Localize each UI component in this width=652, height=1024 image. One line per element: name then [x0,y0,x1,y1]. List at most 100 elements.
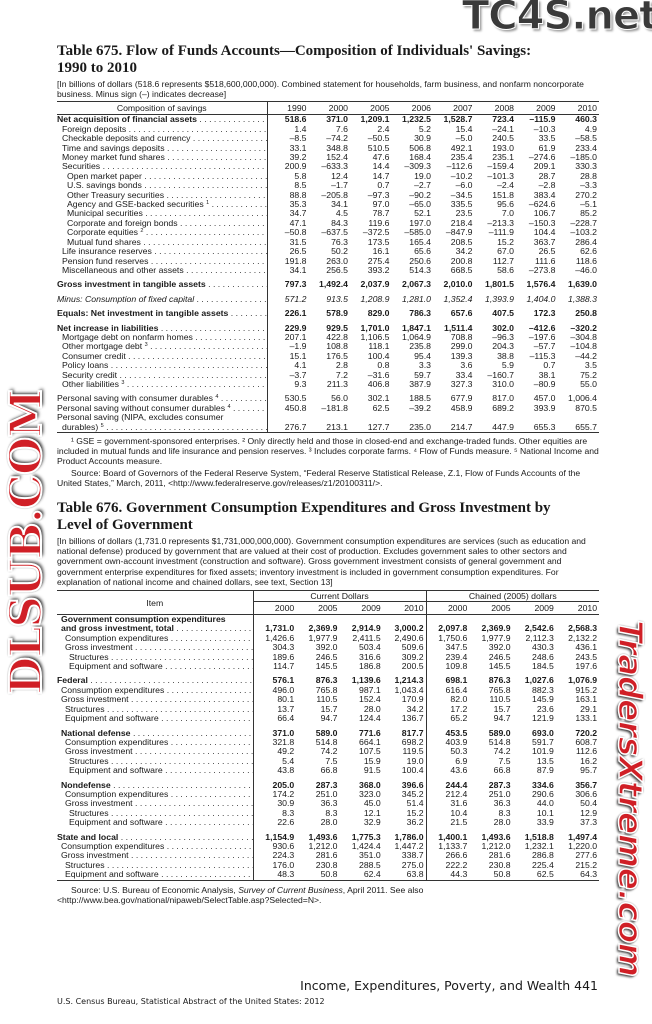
data-cell: 39.2 [289,152,307,163]
row-label-text: Corporate and foreign bonds [67,218,178,228]
data-cell: 15.9 [363,755,381,766]
row-label-text: Gross investment [61,851,129,861]
data-cell: 5.8 [294,170,307,181]
data-cell: –1.7 [331,180,348,191]
data-cell: 1,775.3 [351,831,381,842]
data-cell: 2,010.0 [443,279,473,290]
data-cell: –57.7 [533,341,556,352]
data-cell: 15.2 [497,236,514,247]
row-label: Personal saving (NIPA, excludes consumer [57,413,268,423]
data-cell: 514.8 [488,736,511,747]
data-cell: 1,447.2 [382,841,427,852]
data-cell: –1.9 [289,341,307,352]
data-cell: –637.5 [321,227,348,238]
table-676-source: Source: U.S. Bureau of Economic Analysis… [57,885,602,905]
data-cell: 235.0 [409,421,431,432]
data-cell: 32.9 [363,817,381,828]
data-cell: 14.4 [372,161,390,172]
data-cell: 1,212.0 [308,840,338,851]
row-label-text: Equipment and software [69,662,163,672]
data-cell: –2.7 [414,180,431,191]
row-label: Consumption expenditures [57,841,254,852]
data-cell: 33.1 [289,142,307,153]
data-cell: 61.9 [538,142,556,153]
data-cell: –10.2 [450,170,473,181]
column-header-year: 1990 [287,103,307,114]
footnote-marker: 2 [140,228,144,235]
data-cell: 677.9 [450,393,473,404]
data-cell: 13.7 [277,703,295,714]
row-label-text: Consumer credit [62,351,126,361]
data-cell: 309.2 [382,652,427,663]
row-label: National defense [57,723,254,738]
data-cell: 2.4 [377,123,390,134]
data-cell: 453.5 [445,727,468,738]
data-cell: 65.2 [450,713,468,724]
data-cell: 168.4 [409,152,431,163]
data-cell: 110.5 [316,694,338,705]
table-row: Government consumption expenditures [57,614,599,625]
data-cell: –412.6 [528,322,556,333]
page-content: Table 675. Flow of Funds Accounts—Compos… [57,43,602,905]
data-cell: 450.8 [284,402,307,413]
data-cell: 66.8 [493,765,511,776]
data-cell: 7.6 [335,123,348,134]
data-cell: 224.3 [272,850,295,861]
data-cell: 21.5 [450,817,468,828]
data-cell: 78.7 [372,208,390,219]
data-cell: 403.9 [445,736,468,747]
data-cell: 1,497.4 [568,831,598,842]
data-cell: 327.3 [450,378,473,389]
data-cell: 136.7 [382,713,427,724]
data-cell: 22.6 [277,817,295,828]
row-label-text: Money market fund shares [62,153,165,163]
row-label: Consumer credit [57,351,268,362]
row-label: Minus: Consumption of fixed capital [57,289,268,305]
table-675-intro: [In billions of dollars (518.6 represent… [57,79,584,100]
table-row: Checkable deposits and currency –8.5 –74.2… [57,133,599,144]
table-row: Mutual fund shares 31.5 76.3 173.5 165.4 208.… [57,236,599,248]
data-cell: –58.5 [575,133,597,144]
column-header-year: 2009 [534,603,554,614]
data-cell: 407.5 [492,308,514,319]
data-cell: –8.5 [289,133,307,144]
data-cell: –624.6 [528,199,556,210]
data-cell: 876.3 [488,675,511,686]
row-label-text: Equipment and software [69,766,163,776]
table-row: Personal saving with consumer durables 4… [57,389,599,404]
row-label-text: Structures [69,808,109,818]
data-cell: 80.1 [277,694,295,705]
data-cell: 503.4 [359,642,381,653]
table-row: Municipal securities 34.7 4.5 78.7 52.1 23.5 7… [57,208,599,219]
data-cell: 286.8 [532,850,554,861]
data-cell: 88.8 [289,189,307,200]
row-label: Nondefense [57,775,254,790]
row-label: Gross investment in tangible assets [57,275,268,290]
row-label-text: Net acquisition of financial assets [57,114,198,125]
data-cell: 12.9 [580,807,598,818]
data-cell: 286.4 [575,236,597,247]
data-cell: –104.8 [570,341,597,352]
data-cell: –111.9 [488,227,514,238]
data-cell: 107.5 [359,746,381,757]
data-cell: 15.2 [382,808,427,819]
data-cell: –10.3 [533,123,556,134]
data-cell: 1,424.4 [351,840,381,851]
data-cell: 2,067.3 [402,279,431,290]
table-row: and gross investment, total 1,731.0 2,369.… [57,624,599,634]
stub-header: Composition of savings [57,101,268,115]
data-cell: 276.7 [284,421,307,432]
data-cell: 275.0 [382,860,427,871]
data-cell: 209.1 [533,161,556,172]
data-cell: –197.6 [528,331,556,342]
data-cell: 152.4 [326,152,348,163]
table-row: Consumption expenditures321.8514.8664.16… [57,736,599,748]
data-cell: –3.3 [580,180,597,191]
data-cell: 876.3 [315,675,338,686]
data-cell: 65.6 [414,246,431,257]
table-row: Equals: Net investment in tangible asset… [57,304,599,319]
data-cell: 58.6 [497,264,514,275]
data-cell: 193.0 [492,142,514,153]
row-label: Miscellaneous and other assets [57,265,268,276]
